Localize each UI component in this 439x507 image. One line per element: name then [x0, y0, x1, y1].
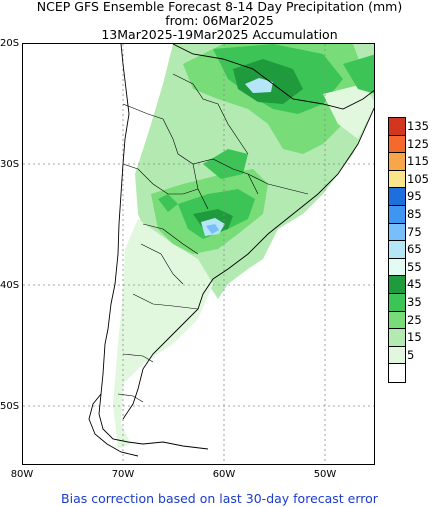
- lon-label-80w: 80W: [10, 469, 34, 480]
- legend-label-135: 135: [407, 119, 429, 133]
- color-legend: [388, 117, 406, 383]
- legend-label-45: 45: [407, 277, 422, 292]
- title-line-3: 13Mar2025-19Mar2025 Accumulation: [101, 27, 338, 42]
- legend-label-15: 15: [407, 330, 422, 345]
- legend-swatch-25: [389, 311, 405, 330]
- legend-label-95: 95: [407, 189, 422, 204]
- legend-swatch-85: [389, 205, 405, 224]
- lat-label-50s: 50S: [0, 401, 20, 412]
- lat-label-30s: 30S: [0, 159, 20, 170]
- legend-swatch-135: [389, 118, 405, 136]
- title-line-2: from: 06Mar2025: [165, 13, 274, 28]
- legend-swatch-125: [389, 135, 405, 154]
- grid-lines: [23, 44, 374, 464]
- precip-shading: [113, 44, 374, 449]
- legend-label-125: 125: [407, 136, 429, 151]
- precipitation-map: [22, 43, 375, 465]
- legend-swatch-none: [389, 364, 405, 382]
- legend-swatch-95: [389, 188, 405, 206]
- legend-swatch-65: [389, 241, 405, 259]
- title-line-1: NCEP GFS Ensemble Forecast 8-14 Day Prec…: [36, 0, 403, 14]
- legend-label-55: 55: [407, 259, 422, 274]
- legend-swatch-15: [389, 329, 405, 347]
- lat-label-20s: 20S: [0, 38, 20, 49]
- legend-label-5: 5: [407, 347, 415, 362]
- legend-label-75: 75: [407, 224, 422, 239]
- legend-swatch-45: [389, 276, 405, 294]
- borders: [117, 73, 309, 403]
- lon-label-70w: 70W: [111, 469, 135, 480]
- legend-swatch-5: [389, 346, 405, 365]
- legend-label-105: 105: [407, 171, 429, 186]
- lon-label-60w: 60W: [212, 469, 236, 480]
- bias-correction-note: Bias correction based on last 30-day for…: [61, 491, 378, 506]
- legend-swatch-105: [389, 170, 405, 189]
- lat-label-40s: 40S: [0, 280, 20, 291]
- coastlines: [88, 44, 374, 457]
- legend-swatch-55: [389, 258, 405, 277]
- legend-swatch-115: [389, 153, 405, 171]
- lon-label-50w: 50W: [313, 469, 337, 480]
- legend-label-115: 115: [407, 154, 429, 169]
- legend-label-35: 35: [407, 295, 422, 309]
- legend-swatch-75: [389, 223, 405, 242]
- map-canvas: [23, 44, 374, 464]
- legend-label-65: 65: [407, 242, 422, 257]
- legend-swatch-35: [389, 293, 405, 312]
- legend-label-85: 85: [407, 207, 422, 221]
- legend-label-25: 25: [407, 312, 422, 327]
